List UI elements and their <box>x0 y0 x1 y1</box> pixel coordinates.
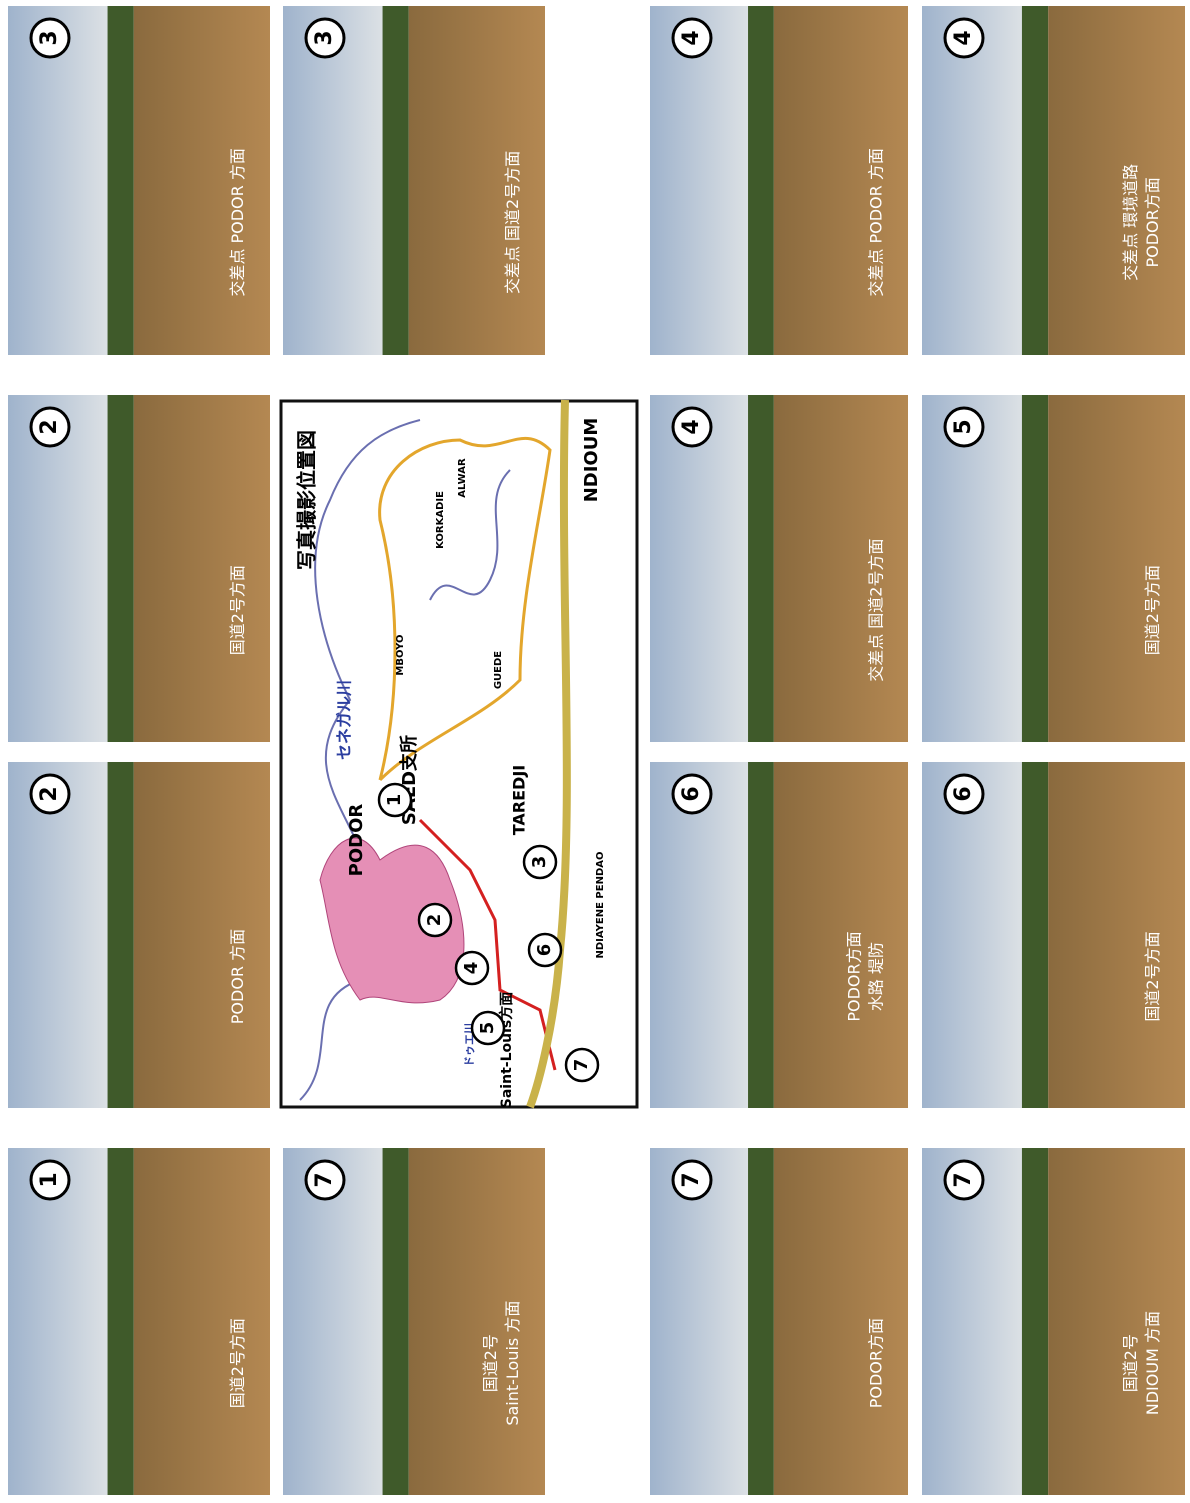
photo-trees <box>748 6 774 355</box>
photo-sky <box>650 6 753 355</box>
photo-number: 7 <box>679 1172 704 1187</box>
photo-field <box>774 6 908 355</box>
map-title: 写真撮影位置図 <box>295 430 319 570</box>
photo-field <box>134 762 270 1108</box>
photo-trees <box>748 1148 774 1495</box>
photo-caption: PODOR 方面 <box>228 929 247 1024</box>
map-label: セネガル川 <box>335 680 354 760</box>
photo-caption: PODOR方面 <box>867 1318 886 1408</box>
photo-sky <box>650 1148 753 1495</box>
photo-sky <box>283 6 388 355</box>
photo-field <box>134 1148 270 1495</box>
photo-caption: 交差点 PODOR 方面 <box>867 148 886 296</box>
photo-field <box>1048 395 1185 742</box>
map-marker-number: 3 <box>529 856 550 869</box>
photo-caption: 国道2号方面 <box>1143 565 1162 655</box>
photo-field <box>134 395 270 742</box>
photo-caption: 水路 堤防 <box>867 942 886 1011</box>
photo-number: 1 <box>37 1172 62 1187</box>
photo-sky <box>8 6 113 355</box>
photo-sky <box>922 395 1027 742</box>
photo-field <box>1048 1148 1185 1495</box>
photo-caption: PODOR方面 <box>1143 177 1162 267</box>
photo-sky <box>8 762 113 1108</box>
photo-trees <box>1022 762 1048 1108</box>
photo-caption: 国道2号方面 <box>228 565 247 655</box>
photo-number: 6 <box>679 786 704 801</box>
photo-field <box>409 1148 545 1495</box>
map-marker-number: 2 <box>424 914 445 927</box>
map-marker-number: 4 <box>461 962 482 975</box>
photo-number: 7 <box>312 1172 337 1187</box>
photo-number: 2 <box>37 419 62 434</box>
photo-sky <box>283 1148 388 1495</box>
photo-sky <box>650 395 753 742</box>
photo-field <box>1048 762 1185 1108</box>
photo-caption: 国道2号方面 <box>1143 931 1162 1021</box>
map-label: TAREDJI <box>510 765 529 836</box>
photo-trees <box>383 6 409 355</box>
map-label: PODOR <box>346 804 367 877</box>
photo-caption: 交差点 環境道路 <box>1121 164 1140 281</box>
map-label: KORKADIE <box>435 491 446 549</box>
photo-field <box>1048 6 1185 355</box>
photo-number: 4 <box>951 30 976 45</box>
photo-field <box>774 395 908 742</box>
photo-number: 7 <box>951 1172 976 1187</box>
map-label: Saint-Louis方面 <box>498 992 515 1108</box>
photo-trees <box>383 1148 409 1495</box>
photo-field <box>409 6 545 355</box>
photo-caption: 交差点 国道2号方面 <box>867 538 886 681</box>
map-label: NDIAYENE PENDAO <box>595 852 606 959</box>
map-marker-number: 5 <box>477 1022 498 1035</box>
map-marker-number: 7 <box>571 1059 592 1072</box>
photo-number: 4 <box>679 30 704 45</box>
photo-trees <box>1022 1148 1048 1495</box>
photo-number: 2 <box>37 786 62 801</box>
photo-trees <box>108 395 134 742</box>
photo-number: 6 <box>951 786 976 801</box>
photo-caption: 国道2号方面 <box>228 1318 247 1408</box>
photo-trees <box>1022 395 1048 742</box>
photo-sky <box>650 762 753 1108</box>
map-label: NDIOUM <box>581 418 602 503</box>
photo-caption: PODOR方面 <box>845 931 864 1021</box>
photo-caption: NDIOUM 方面 <box>1143 1311 1162 1415</box>
photo-trees <box>108 762 134 1108</box>
photo-sky <box>8 1148 113 1495</box>
photo-sky <box>922 762 1027 1108</box>
photo-trees <box>1022 6 1048 355</box>
photo-caption: 交差点 PODOR 方面 <box>228 148 247 296</box>
photo-number: 3 <box>37 30 62 45</box>
photo-caption: Saint-Louis 方面 <box>503 1301 522 1426</box>
photo-sky <box>8 395 113 742</box>
photo-sky <box>922 6 1027 355</box>
photo-trees <box>108 6 134 355</box>
photo-caption: 交差点 国道2号方面 <box>503 151 522 294</box>
photo-caption: 国道2号 <box>1121 1334 1140 1392</box>
photo-trees <box>748 762 774 1108</box>
map-marker-number: 6 <box>534 944 555 957</box>
map-marker-number: 1 <box>384 794 405 807</box>
photo-number: 3 <box>312 30 337 45</box>
map-label: MBOYO <box>395 634 406 675</box>
photo-trees <box>748 395 774 742</box>
photo-number: 5 <box>951 419 976 434</box>
map-label: GUEDE <box>493 651 504 689</box>
photo-field <box>134 6 270 355</box>
photo-number: 4 <box>679 419 704 434</box>
photo-trees <box>108 1148 134 1495</box>
photo-sky <box>922 1148 1027 1495</box>
photo-field <box>774 762 908 1108</box>
photo-field <box>774 1148 908 1495</box>
map-label: ALWAR <box>457 458 468 498</box>
page: 3 交差点 PODOR 方面 2 国道2号方面 2 PODOR 方面 1 国道2号方面 3 交差点… <box>0 0 1190 1503</box>
photo-caption: 国道2号 <box>481 1334 500 1392</box>
